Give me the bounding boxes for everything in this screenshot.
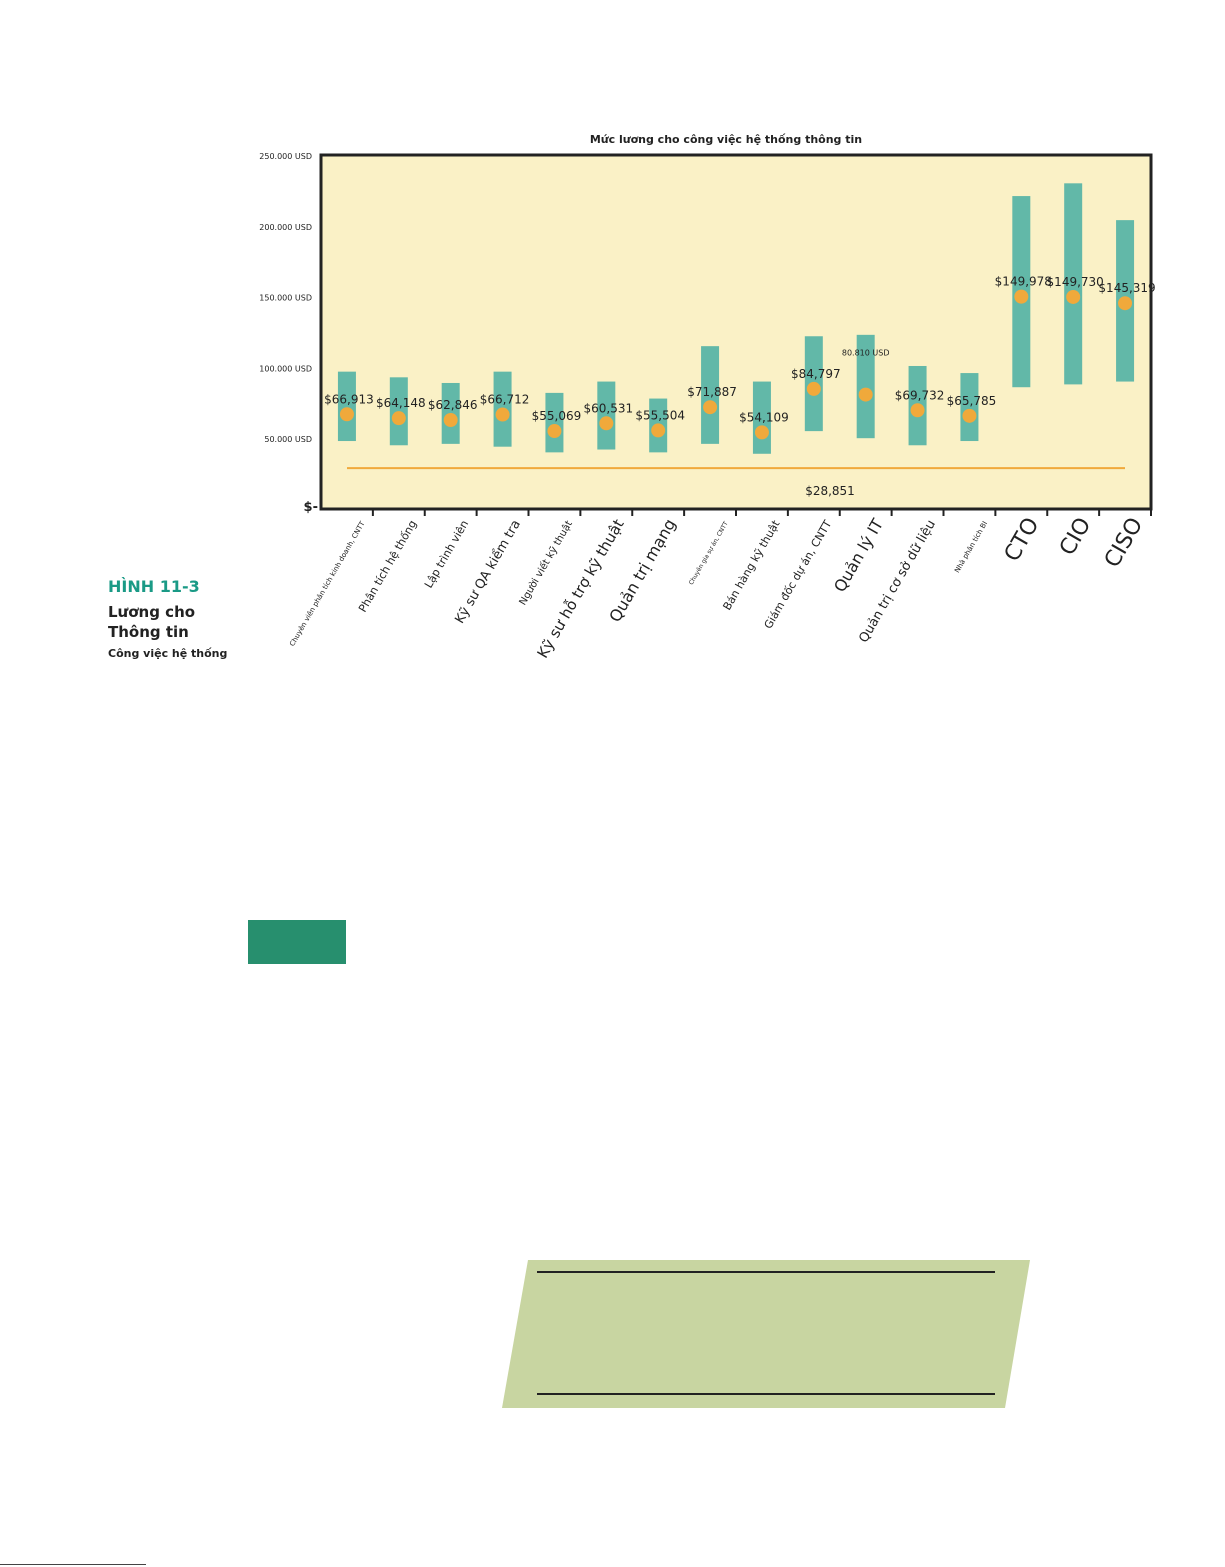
average-point xyxy=(962,408,977,423)
y-tick-label: 150.000 USD xyxy=(259,294,312,303)
range-bar xyxy=(856,334,875,439)
range-bar xyxy=(597,381,616,450)
average-point xyxy=(339,407,354,422)
average-point xyxy=(547,424,562,439)
average-point xyxy=(910,403,925,418)
x-category-label: Chuyên viên phân tích kinh doanh, CNTT xyxy=(288,519,367,647)
average-value-label: $149,978 xyxy=(995,275,1052,289)
average-value-label: $64,148 xyxy=(376,396,426,410)
average-point xyxy=(495,407,510,422)
footer-rule xyxy=(0,1564,146,1565)
figure-title-line-1: Lương cho xyxy=(108,603,196,621)
average-value-label: $145,319 xyxy=(1098,281,1155,295)
figure-title: Lương cho Thông tin xyxy=(108,602,248,642)
x-category-label: Nhà phân tích BI xyxy=(953,520,989,574)
average-value-label: $66,913 xyxy=(324,392,374,406)
x-axis: Chuyên viên phân tích kinh doanh, CNTTPh… xyxy=(288,509,1152,661)
x-category-label: Quản lý IT xyxy=(830,515,887,595)
average-point xyxy=(443,413,458,428)
average-value-label: $55,504 xyxy=(635,408,685,422)
parallelogram-shape xyxy=(502,1260,1030,1408)
y-tick-label: 200.000 USD xyxy=(259,223,312,232)
average-point xyxy=(806,381,821,396)
x-category-label: CISO xyxy=(1100,514,1148,573)
average-value-label: $62,846 xyxy=(428,398,478,412)
y-tick-label: 50.000 USD xyxy=(264,435,312,444)
range-bar xyxy=(545,392,564,453)
figure-subtitle: Công việc hệ thống xyxy=(108,647,228,660)
average-point xyxy=(651,423,666,438)
average-value-label: $65,785 xyxy=(947,394,997,408)
range-bar xyxy=(1064,183,1083,385)
average-point xyxy=(1066,289,1081,304)
salary-chart: 250.000 USD 200.000 USD 150.000 USD 100.000… xyxy=(259,133,1156,661)
average-point xyxy=(1014,289,1029,304)
reference-line-group: $28,851 xyxy=(347,467,1125,498)
range-bar xyxy=(337,371,356,442)
average-point xyxy=(858,387,873,402)
range-bars: $66,913 $64,148 $62,846 $66,712$55,069$60,5… xyxy=(324,183,1156,454)
average-point xyxy=(703,400,718,415)
average-value-label: $71,887 xyxy=(687,385,737,399)
average-value-label: $60,531 xyxy=(584,401,634,415)
average-value-label: $84,797 xyxy=(791,367,841,381)
average-value-label: $54,109 xyxy=(739,410,789,424)
average-value-label: $149,730 xyxy=(1047,275,1104,289)
chart-title: Mức lương cho công việc hệ thống thông t… xyxy=(590,133,862,146)
average-value-label: $66,712 xyxy=(480,393,530,407)
average-point xyxy=(599,416,614,431)
y-axis: 250.000 USD 200.000 USD 150.000 USD 100.000… xyxy=(259,152,318,515)
average-point xyxy=(391,411,406,426)
x-category-label: Chuyên gia sự án, CNTT xyxy=(688,520,730,586)
average-value-label: $69,732 xyxy=(895,388,945,402)
x-category-label: Lập trình viên xyxy=(422,518,471,590)
x-category-label: Kỹ sư hỗ trợ kỹ thuật xyxy=(533,516,627,661)
range-bar xyxy=(960,373,979,442)
range-bar xyxy=(701,346,720,444)
x-category-label: CTO xyxy=(1000,514,1045,566)
accent-block xyxy=(248,920,346,964)
average-point xyxy=(1118,296,1133,311)
average-value-label: 80.810 USD xyxy=(842,349,890,358)
y-tick-label: 100.000 USD xyxy=(259,364,312,373)
x-category-label: Phân tích hệ thống xyxy=(356,518,419,614)
average-value-label: $55,069 xyxy=(532,409,582,423)
x-category-label: CIO xyxy=(1055,514,1096,560)
y-tick-label: 250.000 USD xyxy=(259,152,312,161)
figure-label: HÌNH 11-3 xyxy=(108,577,200,596)
reference-line-label: $28,851 xyxy=(805,484,855,498)
figure-title-line-2: Thông tin xyxy=(108,623,189,641)
y-tick-label: $- xyxy=(304,500,318,515)
callout-parallelogram xyxy=(502,1260,1030,1408)
average-point xyxy=(754,425,769,440)
x-category-label: Bán hàng kỹ thuật xyxy=(720,517,782,612)
